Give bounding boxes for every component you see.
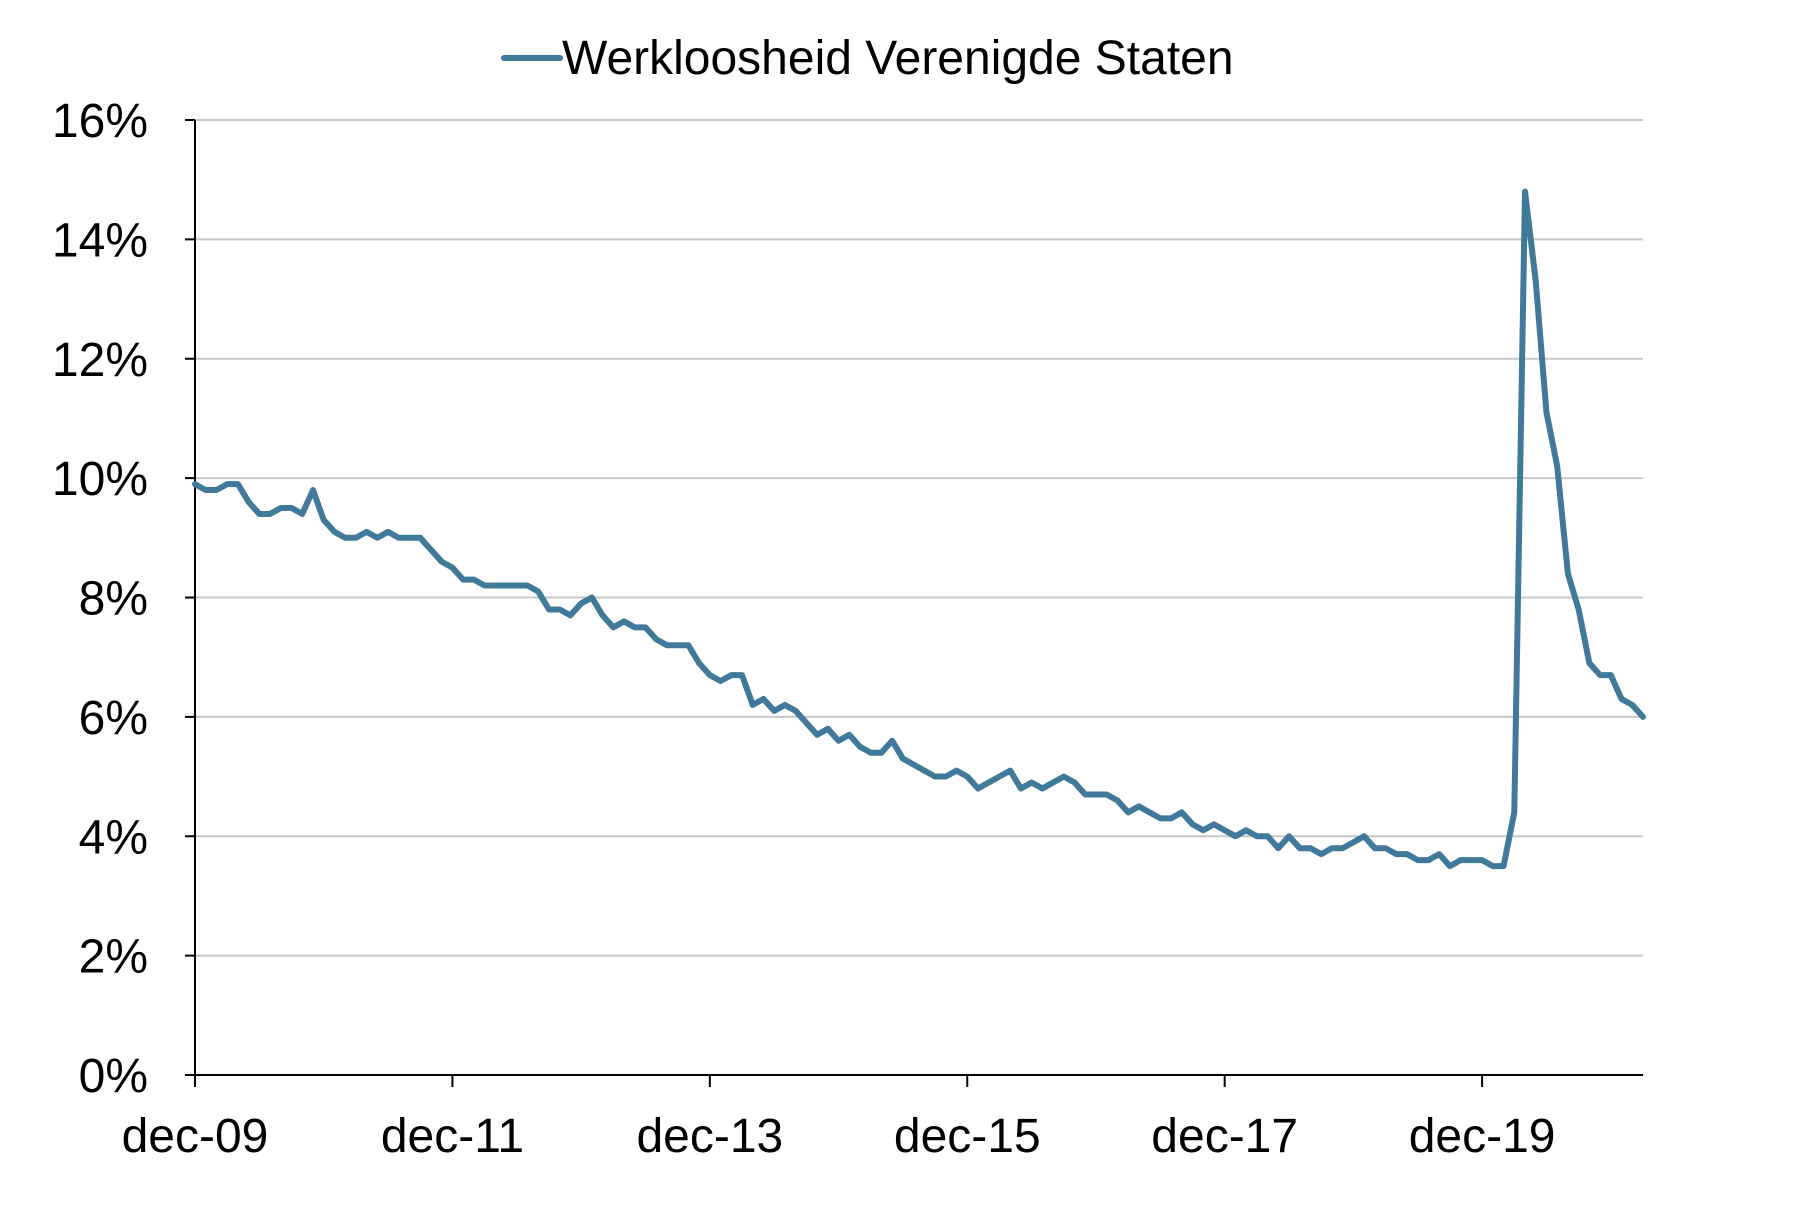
x-tick-label: dec-15 [894,1110,1041,1163]
series-layer [192,188,1646,870]
x-axis: dec-09 dec-11 dec-13 dec-15 dec-17 dec-19 [122,1075,1556,1163]
x-tick-label: dec-13 [636,1110,783,1163]
legend: Werkloosheid Verenigde Staten [501,32,1234,85]
y-tick-label: 14% [52,214,148,267]
y-tick-label: 0% [79,1050,148,1103]
gridlines [195,119,1643,957]
y-tick-label: 4% [79,811,148,864]
y-tick-label: 6% [79,692,148,745]
y-tick-label: 12% [52,334,148,387]
legend-label: Werkloosheid Verenigde Staten [562,32,1234,85]
x-tick-label: dec-11 [381,1110,524,1163]
x-tick-label: dec-19 [1409,1110,1556,1163]
x-tick-label: dec-17 [1151,1110,1298,1163]
y-tick-label: 2% [79,931,148,984]
y-tick-label: 16% [52,95,148,148]
y-axis: 0% 2% 4% 6% 8% 10% 12% 14% 16% [52,95,195,1103]
y-tick-label: 10% [52,453,148,506]
y-tick-label: 8% [79,573,148,626]
x-tick-label: dec-09 [122,1110,269,1163]
series-line-werkloosheid [192,188,1646,870]
